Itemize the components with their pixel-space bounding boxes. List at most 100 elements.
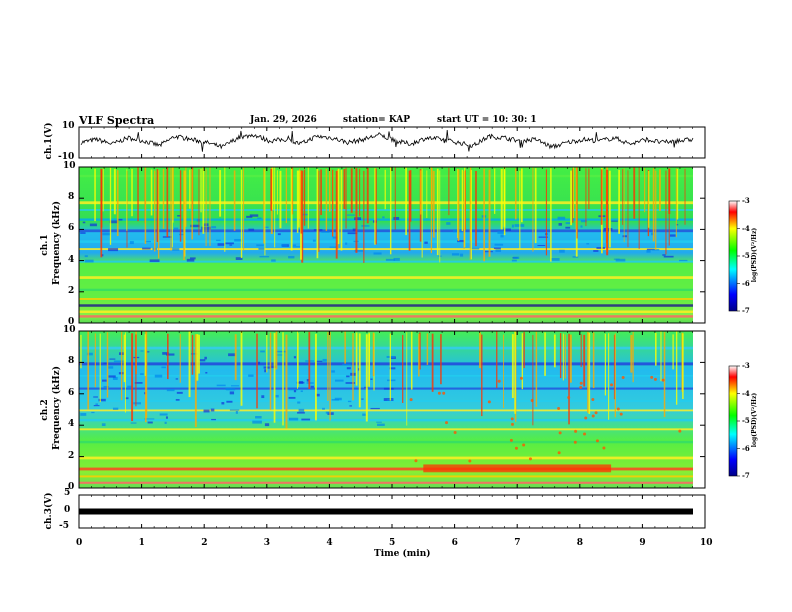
ch1-spectrogram-sferic [150, 169, 153, 216]
ch2-spectrogram-sferic [511, 334, 514, 399]
colorbar2-tick-label: -3 [742, 361, 750, 370]
xtick-label-10: 10 [700, 538, 713, 548]
ch1-spectrogram-blue-patch [258, 247, 265, 250]
ch1-spectrogram-blue-patch [451, 253, 460, 256]
ch1-spectrogram-sferic [154, 170, 156, 252]
colorbar1-tick-label: -6 [742, 278, 750, 288]
ch1-spectrogram-sferic [276, 170, 278, 215]
ch1-spectrogram-sferic [285, 168, 288, 224]
ch2-spectrogram-blue-patch [103, 385, 109, 389]
ch1-spectrogram-blue-patch [572, 256, 579, 258]
ch1-spectrogram-blue-patch [424, 241, 428, 244]
ch1-spectrogram-sferic [448, 168, 450, 216]
ch1-spectrogram-blue-patch [108, 248, 119, 252]
ch1-spectrogram-band-1 [79, 201, 693, 205]
ch2-spectrogram-blue-patch [322, 407, 325, 410]
ch2-spectrogram-spot [442, 391, 446, 395]
ch1-spectrogram-sferic [550, 168, 552, 262]
ch2-spectrogram-spot [619, 412, 623, 416]
ch2-spectrogram-spot [567, 396, 571, 400]
ch1-spectrogram-band-6 [79, 248, 693, 251]
ch2-spectrogram-blue-patch [127, 385, 133, 389]
ch1-spectrogram-sferic [355, 168, 358, 253]
ytick-label-4: 4 [68, 419, 75, 430]
ch2-spectrogram-blue-patch [383, 387, 394, 390]
ch2-spectrogram-blue-patch [210, 408, 215, 412]
ch2-spectrogram-sferic [587, 331, 589, 413]
ch1-spectrogram-blue-patch [80, 232, 86, 234]
ch2-spectrogram-blue-patch [221, 402, 225, 405]
ch1-spectrogram-blue-patch [216, 239, 221, 242]
ch2-spectrogram-spot [579, 385, 583, 389]
ch1-spectrogram-blue-patch [277, 233, 281, 236]
ch2-spectrogram-blue-patch [370, 378, 373, 380]
ch2-spectrogram-spot [497, 379, 501, 383]
ch1-spectrogram-sferic [464, 170, 466, 231]
ch1-spectrogram-sferic [202, 167, 205, 234]
ch2-spectrogram-sferic [146, 331, 148, 418]
ch1-spectrogram-blue-patch [646, 250, 651, 253]
ch1-spectrogram-blue-patch [500, 234, 504, 238]
ch2-spectrogram-sferic [614, 333, 616, 418]
ch2-spectrogram-blue-patch [112, 376, 118, 380]
colorbar1-tick-label: -3 [742, 196, 750, 205]
ch1-spectrogram-blue-patch [235, 257, 243, 260]
ch1-spectrogram-sferic [279, 170, 282, 229]
ch1-spectrogram-band-8 [79, 276, 693, 279]
ch1-spectrogram-blue-patch [89, 223, 97, 227]
ch1-spectrogram-sferic [464, 167, 466, 248]
ch2-spectrogram-sferic [266, 332, 268, 373]
ch2-spectrogram-spot [510, 422, 514, 426]
ch2-spectrogram-blue-patch [228, 353, 236, 357]
ch1-spectrogram-sferic [469, 167, 472, 241]
ch1-spectrogram-sferic [100, 169, 103, 228]
ch1-spectrogram-sferic [483, 168, 485, 262]
ch2-spectrogram-spot [522, 443, 526, 447]
ch2-spectrogram-spot [445, 421, 449, 425]
ch1-spectrogram-blue-patch [615, 258, 626, 262]
ch2-spectrogram-blue-patch [226, 400, 233, 403]
ch1-spectrogram-blue-patch [246, 215, 253, 218]
ch1-spectrogram-blue-patch [622, 235, 627, 238]
ch2-spectrogram-blue-patch [95, 403, 98, 405]
ch1-spectrogram-blue-patch [651, 232, 654, 236]
ch2-spectrogram-blue-patch [299, 381, 303, 384]
ch2-spectrogram-spot [528, 457, 532, 461]
ch1-spectrogram-sferic [329, 168, 331, 212]
ch1-spectrogram-sferic [375, 168, 377, 245]
ch2-spectrogram-blue-patch [298, 408, 305, 412]
ch1-spectrogram-blue-patch [347, 232, 358, 235]
ch1-spectrogram-blue-patch [186, 258, 195, 262]
ch2-spectrogram-sferic [282, 332, 284, 426]
ch1-spectrogram-blue-patch [257, 217, 262, 219]
ch1-spectrogram-sferic [545, 169, 548, 256]
ch1-spectrogram-band-3 [79, 218, 693, 221]
ytick-label-6: 6 [68, 387, 75, 398]
ch2-spectrogram-blue-patch [109, 358, 116, 360]
ch1-spectrogram-background [79, 167, 693, 323]
ch1-spectrogram-sferic [337, 168, 340, 245]
ch2-spectrogram-blue-patch [125, 397, 129, 400]
ch2-spectrogram-blue-patch [108, 366, 114, 369]
ch1-spectrogram-blue-patch [646, 248, 655, 251]
ch1-spectrogram-blue-patch [84, 259, 94, 263]
ch2-spectrogram-blue-patch [93, 405, 100, 407]
ch1-spectrogram-sferic [655, 170, 657, 250]
ch1-spectrogram-blue-patch [558, 223, 562, 226]
ch2-spectrogram-sferic [179, 334, 181, 383]
ch2-spectrogram-sferic [406, 332, 408, 426]
ch1-spectrogram-blue-patch [557, 216, 566, 220]
ch1-spectrogram-sferic [421, 168, 423, 258]
ch1-spectrogram-blue-patch [84, 255, 88, 258]
ch2-spectrogram-sferic [535, 331, 538, 407]
ch1-spectrogram-sferic [137, 167, 139, 222]
ch2-spectrogram-blue-patch [376, 421, 382, 423]
ch2-spectrogram-blue-patch [140, 373, 144, 375]
ch1-spectrogram-blue-patch [497, 231, 506, 234]
ch1-spectrogram-sferic [179, 170, 182, 242]
ch1-spectrogram-blue-patch [189, 257, 196, 260]
ch1-spectrogram-blue-patch [565, 226, 571, 229]
ch2-spec-channel-label: ch.2 [40, 399, 50, 421]
ch1-spectrogram-sferic [224, 167, 226, 252]
ch2-spectrogram-blue-patch [166, 353, 175, 356]
